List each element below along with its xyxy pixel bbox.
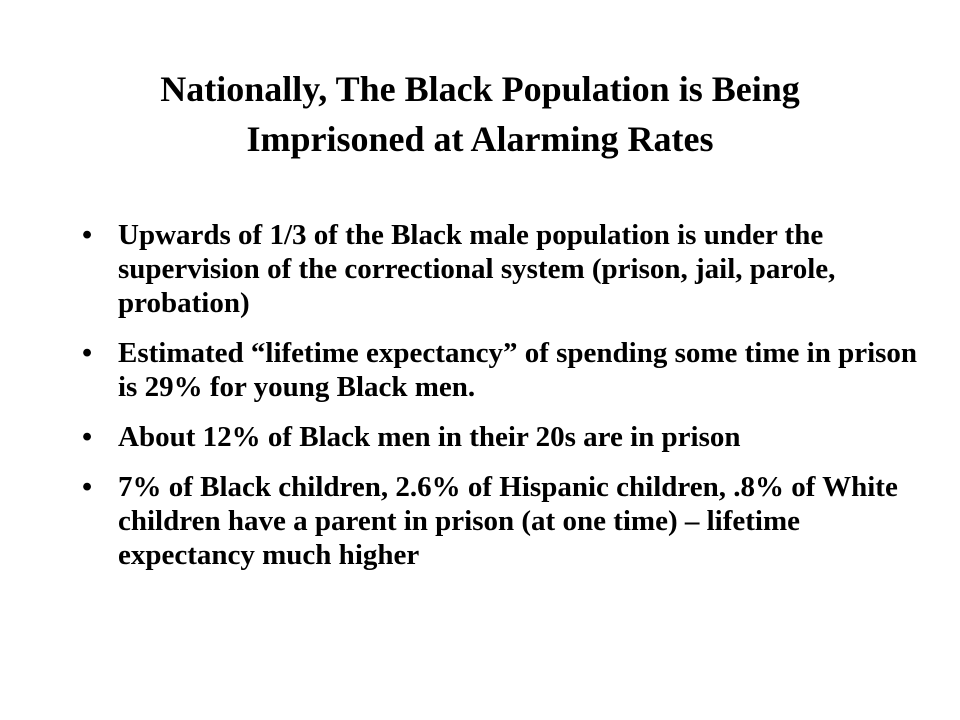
slide-title-line-2: Imprisoned at Alarming Rates <box>246 119 714 159</box>
bullet-list: • Upwards of 1/3 of the Black male popul… <box>82 218 918 588</box>
slide-title-line-1: Nationally, The Black Population is Bein… <box>160 69 800 109</box>
bullet-icon: • <box>82 471 93 503</box>
bullet-icon: • <box>82 421 93 453</box>
bullet-text: About 12% of Black men in their 20s are … <box>118 421 741 453</box>
bullet-text: Upwards of 1/3 of the Black male populat… <box>118 219 836 319</box>
bullet-text: 7% of Black children, 2.6% of Hispanic c… <box>118 471 898 571</box>
slide-title: Nationally, The Black Population is Bein… <box>60 64 900 164</box>
bullet-item: • Estimated “lifetime expectancy” of spe… <box>82 336 918 404</box>
bullet-icon: • <box>82 337 93 369</box>
bullet-item: • 7% of Black children, 2.6% of Hispanic… <box>82 470 918 572</box>
bullet-item: • Upwards of 1/3 of the Black male popul… <box>82 218 918 320</box>
bullet-text: Estimated “lifetime expectancy” of spend… <box>118 337 918 403</box>
bullet-item: • About 12% of Black men in their 20s ar… <box>82 420 918 454</box>
bullet-icon: • <box>82 219 93 251</box>
